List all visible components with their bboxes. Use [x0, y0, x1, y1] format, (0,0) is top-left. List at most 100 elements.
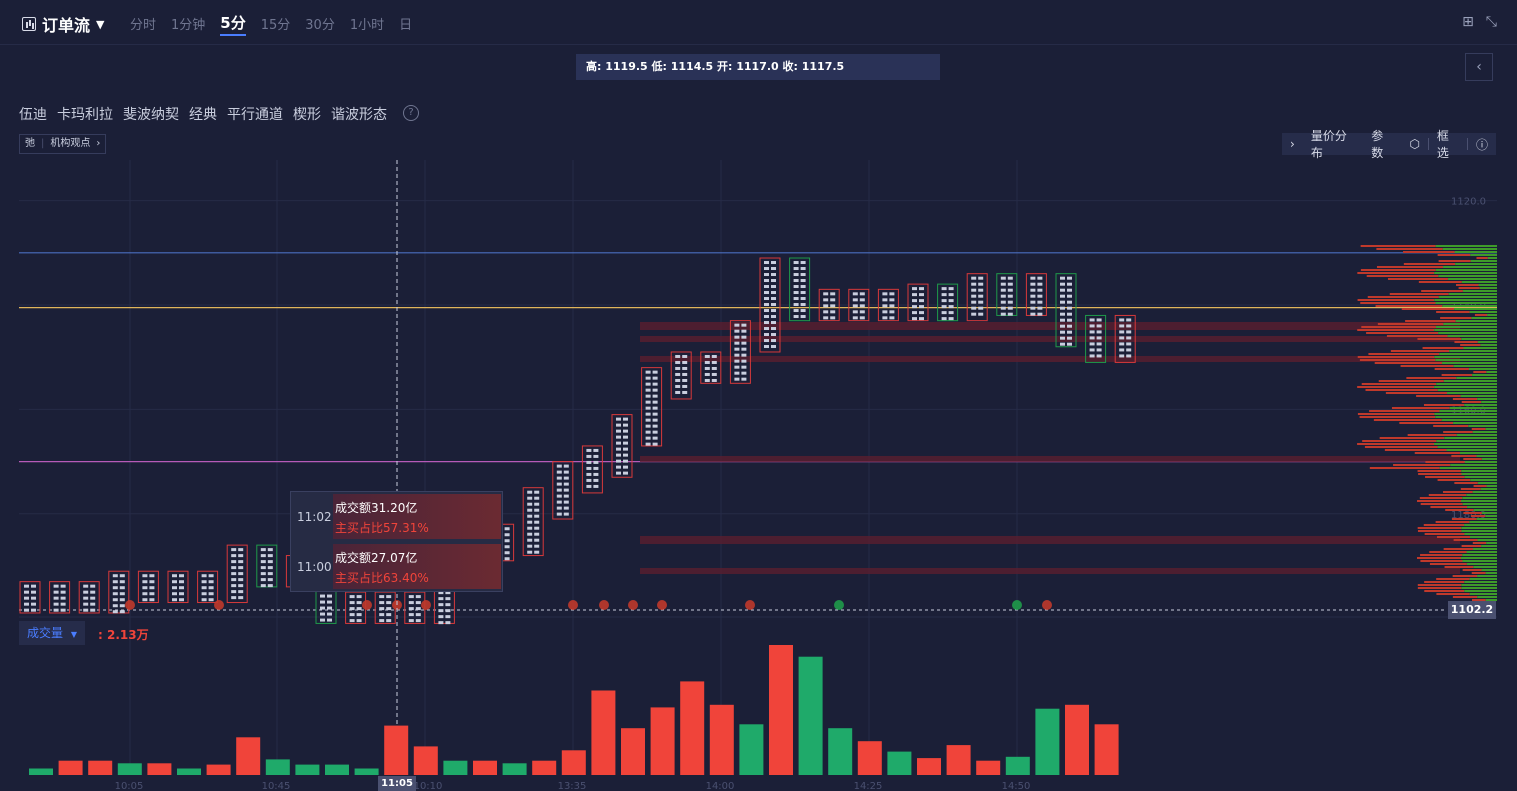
x-tick-label: 10:05 — [115, 781, 144, 791]
candle-box — [1025, 273, 1047, 316]
footprint-cell — [764, 303, 769, 307]
pattern-tool-3[interactable]: 经典 — [189, 107, 217, 123]
footprint-cell — [859, 292, 865, 296]
footprint-cell — [179, 586, 184, 590]
pattern-tool-4[interactable]: 平行通道 — [227, 107, 283, 123]
profile-bar-buy — [1447, 335, 1497, 337]
footprint-cell — [823, 316, 829, 320]
footprint-cell — [593, 448, 599, 452]
profile-bar-buy — [1442, 266, 1497, 268]
footprint-cell — [267, 572, 273, 576]
tab-period-1[interactable]: 1分钟 — [171, 18, 206, 33]
panel-collapse-button[interactable]: ‹ — [1465, 53, 1493, 81]
profile-bar-buy — [1468, 368, 1497, 370]
footprint-cell — [563, 470, 569, 474]
footprint-cell — [1060, 324, 1065, 328]
profile-bar-buy — [1486, 371, 1497, 373]
footprint-cell — [208, 598, 214, 602]
tab-period-2[interactable]: 5分 — [220, 12, 246, 36]
footprint-cell — [711, 366, 717, 370]
footprint-cell — [764, 285, 769, 289]
footprint-cell — [852, 316, 858, 320]
profile-bar-sell — [1442, 491, 1473, 493]
crosshair-time-label: 11:05 — [378, 776, 416, 791]
profile-bar-sell — [1368, 353, 1440, 355]
footprint-cell — [859, 304, 865, 308]
footprint-cell — [534, 550, 540, 554]
footprint-cell — [1126, 330, 1132, 334]
footprint-cell — [616, 423, 621, 427]
profile-bar-buy — [1467, 506, 1497, 508]
footprint-cell — [327, 594, 332, 598]
chart-type-dropdown[interactable]: 订单流 ▼ — [22, 12, 104, 36]
candle-box — [167, 570, 189, 604]
params-button[interactable]: 参数 — [1371, 129, 1384, 160]
tab-period-4[interactable]: 30分 — [305, 18, 335, 33]
footprint-cell — [556, 464, 562, 468]
footprint-cell — [764, 297, 769, 301]
profile-bar-buy — [1481, 512, 1497, 514]
pattern-tool-0[interactable]: 伍迪 — [19, 107, 47, 123]
volume-indicator-dropdown[interactable]: 成交量 ▼ — [19, 621, 85, 645]
tooltip-time: 11:02 — [297, 510, 332, 524]
footprint-cell — [415, 619, 421, 623]
pattern-tool-2[interactable]: 斐波纳契 — [123, 107, 179, 123]
footprint-cell — [1067, 282, 1072, 286]
footprint-cell — [556, 470, 562, 474]
footprint-cell — [771, 333, 776, 337]
profile-bar-sell — [1376, 266, 1443, 268]
tab-period-3[interactable]: 15分 — [260, 18, 291, 33]
pattern-tool-6[interactable]: 谐波形态 — [331, 107, 387, 123]
footprint-cell — [889, 292, 895, 296]
candle-box — [937, 283, 959, 322]
footprint-cell — [504, 545, 510, 549]
footprint-cell — [586, 460, 592, 464]
footprint-cell — [1089, 324, 1095, 328]
footprint-cell — [356, 601, 362, 605]
footprint-cell — [675, 390, 681, 394]
profile-bar-buy — [1439, 410, 1497, 412]
grid-layout-icon[interactable]: ⊞ — [1462, 14, 1474, 30]
footprint-cell — [119, 580, 125, 584]
footprint-cell — [534, 490, 540, 494]
tab-period-0[interactable]: 分时 — [130, 18, 157, 33]
volume-profile-button[interactable]: 量价分布 — [1310, 129, 1347, 160]
footprint-cell — [1060, 276, 1065, 280]
profile-bar-sell — [1417, 470, 1462, 472]
help-icon[interactable]: ? — [403, 105, 419, 121]
profile-bar-buy — [1437, 389, 1497, 391]
profile-bar-buy — [1461, 530, 1497, 532]
profile-bar-buy — [1434, 443, 1497, 445]
institution-view-button[interactable]: 弛 | 机构观点 › — [19, 134, 107, 154]
profile-bar-sell — [1443, 548, 1473, 550]
volume-bar — [325, 764, 349, 775]
chevron-right-icon: › — [1290, 137, 1295, 151]
volume-bar — [1035, 708, 1060, 775]
profile-bar-buy — [1454, 251, 1497, 253]
help-icon[interactable]: ⓘ — [1475, 137, 1488, 152]
footprint-cell — [1089, 342, 1095, 346]
profile-bar-sell — [1461, 545, 1482, 547]
pattern-tool-5[interactable]: 楔形 — [293, 107, 321, 123]
footprint-cell — [415, 595, 421, 599]
footprint-cell — [172, 592, 177, 596]
footprint-cell — [704, 354, 710, 358]
tab-period-5[interactable]: 1小时 — [349, 18, 385, 33]
box-select-button[interactable]: 框选 — [1436, 129, 1449, 160]
chart-title: 订单流 — [42, 16, 91, 35]
collapse-icon[interactable]: ⤡ — [1485, 14, 1497, 30]
caret-down-icon: ▼ — [96, 17, 105, 31]
footprint-cell — [438, 603, 444, 607]
footprint-cell — [90, 596, 96, 600]
footprint-cell — [793, 315, 799, 319]
footprint-cell — [623, 417, 628, 421]
footprint-cell — [593, 466, 599, 470]
footprint-cell — [593, 472, 599, 476]
pattern-tool-1[interactable]: 卡玛利拉 — [57, 107, 113, 123]
footprint-cell — [260, 572, 266, 576]
tab-period-6[interactable]: 日 — [399, 18, 413, 33]
footprint-cell — [948, 293, 954, 297]
footprint-cell — [1119, 336, 1125, 340]
signal-marker — [745, 600, 755, 610]
